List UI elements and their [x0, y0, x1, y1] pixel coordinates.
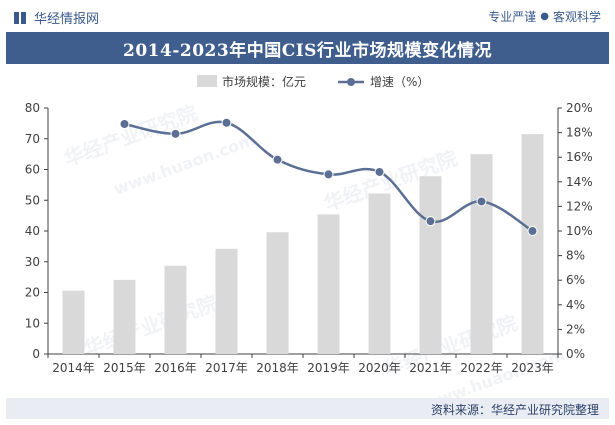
right-axis-tick-label: 8%: [566, 249, 585, 263]
bar: [62, 290, 85, 354]
right-axis-tick-label: 4%: [566, 298, 585, 312]
right-axis-tick-label: 14%: [566, 175, 593, 189]
x-axis-tick-label: 2017年: [205, 361, 248, 375]
right-axis-tick-label: 0%: [566, 347, 585, 361]
bar: [164, 265, 187, 354]
slogan-left: 专业严谨: [488, 10, 537, 24]
x-axis-tick-label: 2015年: [103, 361, 146, 375]
x-axis-tick-label: 2022年: [460, 361, 503, 375]
x-axis-tick-label: 2021年: [409, 361, 452, 375]
right-axis-tick-label: 12%: [566, 199, 593, 213]
left-axis-tick-label: 0: [32, 347, 40, 361]
chart-title: 2014-2023年中国CIS行业市场规模变化情况: [6, 32, 609, 64]
x-axis-tick-label: 2016年: [154, 361, 197, 375]
x-axis-tick-label: 2014年: [52, 361, 95, 375]
bar: [368, 193, 391, 354]
bar: [317, 214, 340, 354]
legend-line-marker: [347, 78, 355, 86]
left-axis-tick-label: 60: [25, 163, 40, 177]
growth-point: [119, 118, 130, 129]
legend-line-label: 增速（%）: [370, 75, 429, 89]
growth-point: [323, 169, 334, 180]
x-axis-tick-label: 2018年: [256, 361, 299, 375]
slogan: 专业严谨 ● 客观科学: [488, 8, 601, 25]
growth-point: [374, 166, 385, 177]
bar: [266, 232, 289, 354]
top-bar: 华经情报网 专业严谨 ● 客观科学: [0, 0, 615, 32]
left-axis-tick-label: 80: [25, 101, 40, 115]
right-axis-tick-label: 18%: [566, 126, 593, 140]
bar: [419, 176, 442, 354]
brand-name: 华经情报网: [34, 12, 100, 27]
right-axis-tick-label: 16%: [566, 150, 593, 164]
right-axis-tick-label: 6%: [566, 273, 585, 287]
bar: [521, 134, 544, 354]
bar: [215, 248, 238, 354]
legend-bar-swatch: [197, 75, 217, 87]
bar: [470, 154, 493, 354]
left-axis-tick-label: 30: [25, 255, 40, 269]
brand: 华经情报网: [14, 8, 99, 27]
left-axis-tick-label: 20: [25, 286, 40, 300]
left-axis-tick-label: 70: [25, 132, 40, 146]
right-axis-tick-label: 2%: [566, 322, 585, 336]
left-axis-tick-label: 40: [25, 224, 40, 238]
growth-point: [425, 216, 436, 227]
legend-bar-label: 市场规模：亿元: [222, 74, 306, 89]
source-note: 资料来源：华经产业研究院整理: [430, 403, 599, 417]
growth-point: [221, 117, 232, 128]
growth-point: [272, 154, 283, 165]
left-axis-tick-label: 10: [25, 316, 40, 330]
x-axis-tick-label: 2020年: [358, 361, 401, 375]
chart: 0 10 20 30 40 50 60 70 80 0% 2% 4% 6% 8% 10% 12% 14% 16% 1…: [25, 74, 593, 375]
slogan-right: 客观科学: [552, 10, 601, 24]
brand-logo-icon: [14, 11, 26, 24]
growth-point: [527, 226, 538, 236]
growth-point: [476, 196, 487, 207]
growth-point: [170, 128, 181, 139]
x-axis-tick-label: 2023年: [511, 361, 554, 375]
bar: [113, 279, 136, 354]
bullet-icon: ●: [540, 11, 549, 22]
footer: 资料来源：华经产业研究院整理: [6, 398, 609, 419]
left-axis-tick-label: 50: [25, 193, 40, 207]
right-axis-tick-label: 10%: [566, 224, 593, 238]
right-axis-tick-label: 20%: [566, 101, 593, 115]
x-axis-tick-label: 2019年: [307, 361, 350, 375]
